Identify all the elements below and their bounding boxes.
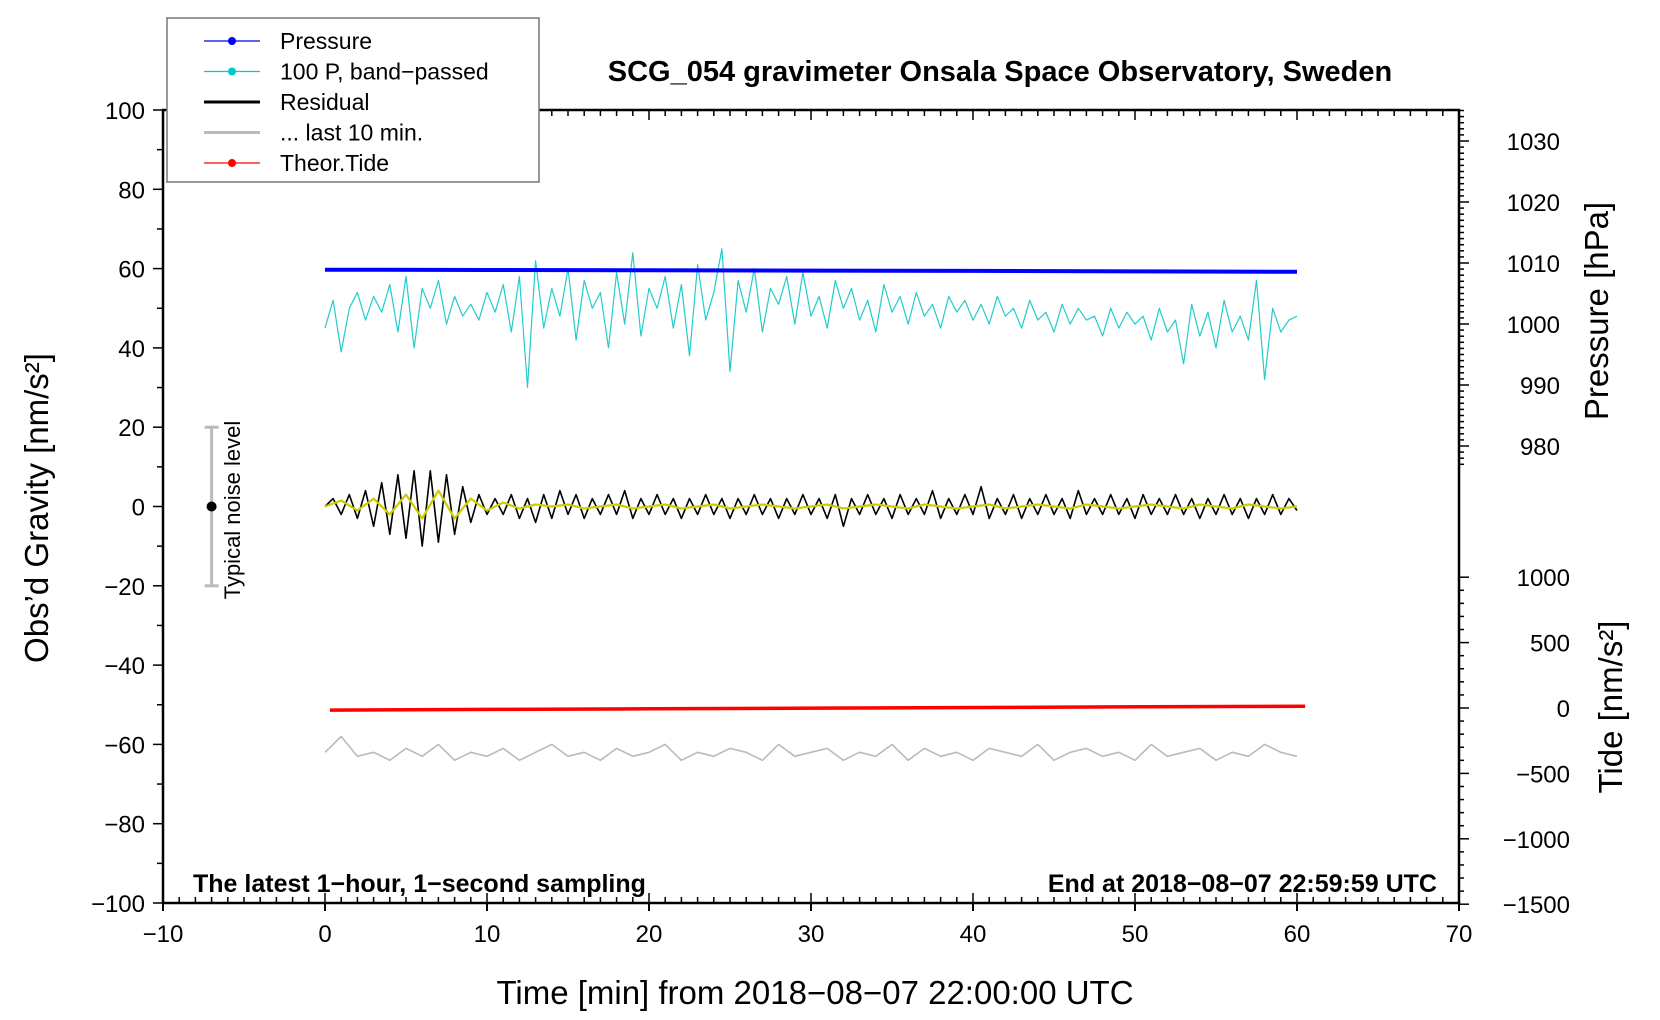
pressure-axis-label: Pressure [hPa]	[1578, 202, 1615, 420]
noise-center-dot	[206, 501, 217, 512]
tide-tick-label: 0	[1557, 696, 1570, 723]
legend-item: ... last 10 min.	[204, 120, 423, 146]
y-tick-label: 80	[118, 177, 145, 204]
legend-marker-1	[228, 67, 236, 76]
pressure-tick-label: 980	[1520, 434, 1560, 461]
x-tick-label: 50	[1122, 921, 1149, 948]
noise-level-label: Typical noise level	[220, 421, 245, 600]
legend-marker-0	[228, 37, 236, 45]
x-tick-label: 10	[474, 921, 501, 948]
series--last-10-min	[324, 735, 1298, 762]
x-tick-label: 30	[798, 921, 825, 948]
pressure-tick-label: 1000	[1507, 312, 1560, 339]
chart-title: SCG_054 gravimeter Onsala Space Observat…	[608, 56, 1392, 88]
y-axis-label: Obs’d Gravity [nm/s²]	[18, 353, 55, 663]
pressure-tick-label: 1020	[1507, 190, 1560, 217]
y-tick-label: 40	[118, 336, 145, 363]
tide-tick-label: −1500	[1503, 892, 1570, 919]
legend-label: 100 P, band−passed	[280, 59, 489, 85]
legend-item: Theor.Tide	[204, 150, 389, 176]
x-tick-label: 0	[318, 921, 331, 948]
x-tick-label: 40	[960, 921, 987, 948]
series-theor-tide	[329, 704, 1306, 712]
pressure-tick-label: 990	[1520, 373, 1560, 400]
legend-item: Pressure	[204, 28, 372, 54]
series-residual-smoothed	[324, 489, 1298, 520]
tide-tick-label: 500	[1530, 631, 1570, 658]
series-100-p-band-passed	[324, 248, 1298, 389]
y-tick-label: 60	[118, 257, 145, 284]
y-tick-label: −60	[104, 732, 145, 759]
tide-tick-label: −500	[1516, 761, 1570, 788]
x-tick-label: 20	[636, 921, 663, 948]
series-residual	[324, 469, 1298, 547]
tide-tick-label: −1000	[1503, 827, 1570, 854]
annotation-latest-hour: The latest 1−hour, 1−second sampling	[193, 870, 646, 898]
y-tick-label: 100	[105, 98, 145, 125]
legend-box	[166, 17, 540, 183]
tide-tick-label: 1000	[1517, 565, 1570, 592]
legend-label: Pressure	[280, 28, 372, 54]
x-tick-label: 70	[1446, 921, 1473, 948]
y-tick-label: −100	[91, 891, 145, 918]
y-tick-label: 0	[132, 495, 145, 522]
legend-label: ... last 10 min.	[280, 120, 423, 146]
legend-label: Theor.Tide	[280, 150, 389, 176]
legend-label: Residual	[280, 89, 370, 115]
pressure-tick-label: 1030	[1507, 129, 1560, 156]
legend-item: Residual	[204, 89, 370, 115]
y-tick-label: 20	[118, 415, 145, 442]
y-tick-label: −80	[104, 812, 145, 839]
series-pressure	[324, 267, 1298, 274]
legend: Pressure 100 P, band−passed Residual ... la…	[166, 17, 540, 183]
x-axis-label: Time [min] from 2018−08−07 22:00:00 UTC	[496, 974, 1133, 1011]
noise-level-indicator	[204, 425, 219, 588]
legend-marker-4	[228, 159, 236, 167]
y-tick-label: −20	[104, 574, 145, 601]
tide-axis-label: Tide [nm/s²]	[1592, 621, 1629, 794]
legend-item: 100 P, band−passed	[204, 59, 489, 85]
pressure-tick-label: 1010	[1507, 251, 1560, 278]
x-tick-label: −10	[143, 921, 184, 948]
x-tick-label: 60	[1284, 921, 1311, 948]
annotation-end-time: End at 2018−08−07 22:59:59 UTC	[1048, 870, 1437, 898]
y-tick-label: −40	[104, 653, 145, 680]
